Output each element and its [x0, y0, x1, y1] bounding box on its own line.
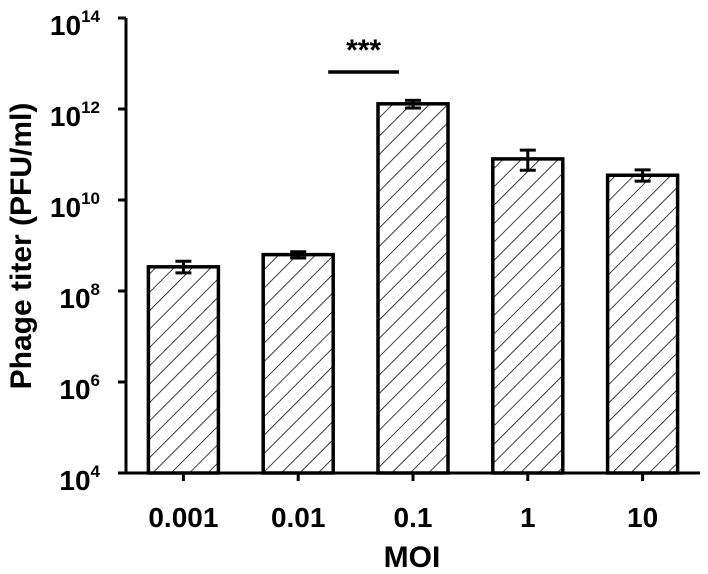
bar-0.01 — [261, 252, 335, 475]
x-tick-label-1: 1 — [520, 502, 536, 533]
x-tick-label-0.01: 0.01 — [271, 502, 326, 533]
y-tick-label: 1014 — [50, 7, 101, 41]
bars-group — [146, 102, 680, 475]
y-axis-ticks: 104 106 108 1010 1012 1014 — [50, 7, 126, 496]
y-tick-label: 108 — [59, 280, 100, 314]
significance-label: *** — [346, 34, 381, 67]
bar-0.1 — [376, 102, 450, 475]
y-tick-label: 1012 — [50, 98, 100, 132]
y-tick-label: 104 — [59, 462, 100, 496]
error-bars-group — [175, 98, 651, 275]
x-tick-label-0.001: 0.001 — [148, 502, 218, 533]
x-tick-label-0.1: 0.1 — [394, 502, 433, 533]
x-axis-title: MOI — [384, 541, 441, 574]
y-axis-title: Phage titer (PFU/ml) — [5, 103, 38, 390]
x-tick-label-10: 10 — [627, 502, 658, 533]
bar-0.001 — [146, 265, 221, 475]
bar-10 — [605, 173, 680, 475]
y-tick-label: 1010 — [50, 189, 100, 223]
y-tick-label: 106 — [59, 371, 100, 405]
bar-1 — [491, 157, 565, 475]
x-axis-ticks: 0.001 0.01 0.1 1 10 — [148, 473, 658, 533]
